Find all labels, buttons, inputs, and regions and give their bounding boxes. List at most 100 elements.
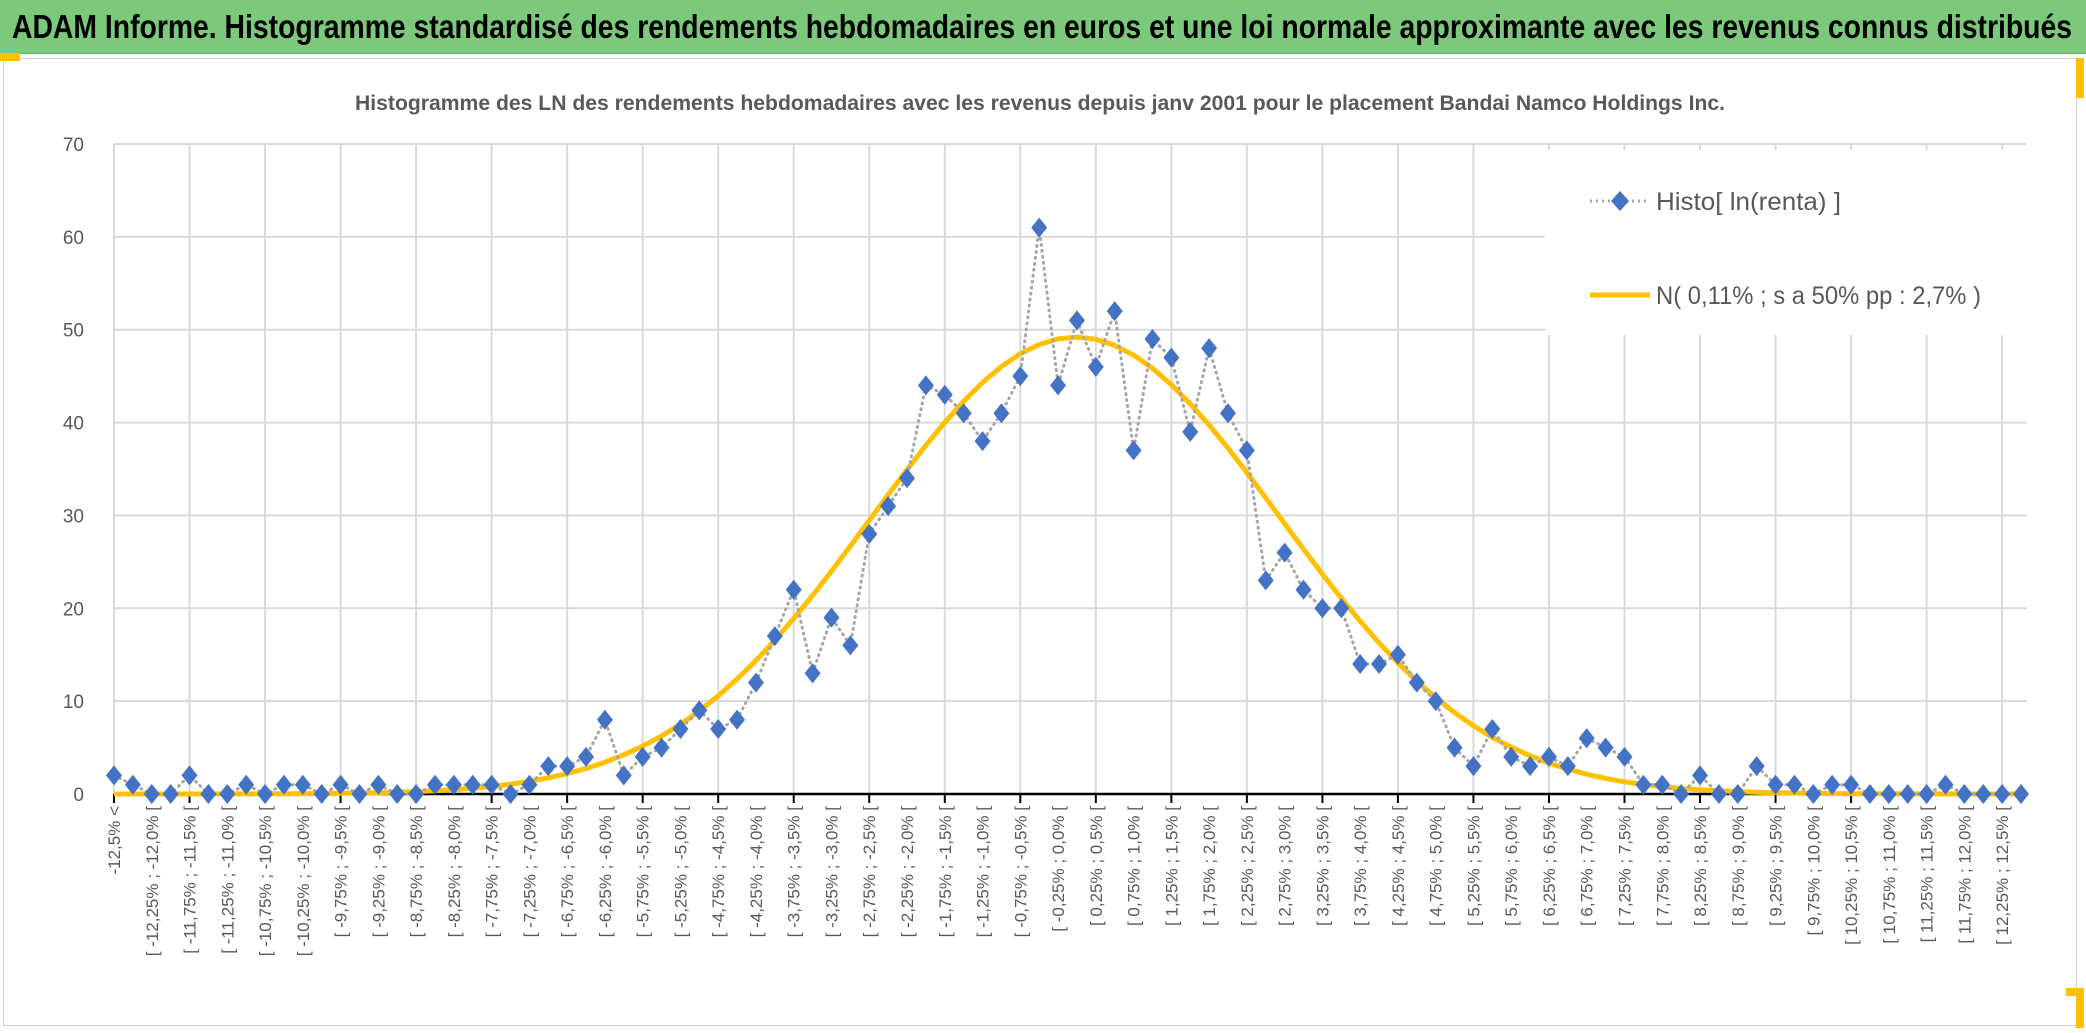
x-tick-label: [ -10,75% ; -10,5% [ <box>256 806 275 957</box>
y-tick-label: 50 <box>63 321 84 342</box>
histo-point <box>1427 691 1444 712</box>
histo-point <box>842 635 859 656</box>
histo-point <box>313 784 330 804</box>
histo-point <box>1371 654 1388 674</box>
x-tick-label: [ -0,25% ; 0,0% [ <box>1049 806 1068 932</box>
chart-title: Histogramme des LN des rendements hebdom… <box>355 92 1725 115</box>
histo-point <box>1012 366 1029 387</box>
report-title: ADAM Informe. Histogramme standardisé de… <box>12 8 2072 45</box>
x-tick-label: [ -11,25% ; -11,0% [ <box>218 806 237 954</box>
x-tick-label: [ 8,25% ; 8,5% [ <box>1691 806 1710 926</box>
histo-point <box>936 384 953 405</box>
histo-point <box>1163 347 1180 368</box>
histo-point <box>200 784 217 804</box>
histo-point <box>1540 746 1557 767</box>
histo-point <box>766 626 783 647</box>
histo-point <box>1050 375 1067 396</box>
histo-point <box>1937 774 1954 795</box>
x-tick-label: [ 9,25% ; 9,5% [ <box>1767 806 1786 926</box>
histo-point <box>1975 784 1992 804</box>
histo-point <box>521 774 538 795</box>
histo-point <box>1824 774 1841 795</box>
histo-point <box>1333 598 1350 619</box>
histo-point <box>1295 579 1312 600</box>
histo-point <box>351 784 368 804</box>
histo-point <box>974 431 991 452</box>
x-tick-label: [ -2,75% ; -2,5% [ <box>860 806 879 938</box>
histo-point <box>559 756 576 777</box>
x-tick-label: [ 7,25% ; 7,5% [ <box>1615 806 1634 926</box>
x-tick-label: [ 8,75% ; 9,0% [ <box>1729 806 1748 926</box>
histo-point <box>1446 737 1463 758</box>
histo-point <box>1767 774 1784 795</box>
histo-point <box>899 468 916 489</box>
x-tick-label: [ -1,75% ; -1,5% [ <box>936 806 955 938</box>
x-tick-label: [ 9,75% ; 10,0% [ <box>1804 806 1823 936</box>
histo-point <box>1843 774 1860 795</box>
histo-point <box>1408 672 1425 693</box>
histo-point <box>1182 421 1199 442</box>
x-tick-label: [ -7,75% ; -7,5% [ <box>483 806 502 938</box>
x-tick-label: [ -12,25% ; -12,0% [ <box>143 806 162 957</box>
x-tick-label: [ -6,25% ; -6,0% [ <box>596 806 615 938</box>
histo-point <box>1465 756 1482 777</box>
histo-point <box>370 774 387 795</box>
x-tick-label: [ -3,75% ; -3,5% [ <box>785 806 804 938</box>
x-tick-label: [ -6,75% ; -6,5% [ <box>558 806 577 938</box>
x-tick-label: [ 10,25% ; 10,5% [ <box>1842 806 1861 945</box>
x-tick-label: [ 10,75% ; 11,0% [ <box>1880 806 1899 944</box>
x-tick-label: [ -4,25% ; -4,0% [ <box>747 806 766 938</box>
x-tick-label: [ -5,25% ; -5,0% [ <box>671 806 690 938</box>
histo-point <box>1616 746 1633 767</box>
legend: Histo[ ln(renta) ] N( 0,11% ; s a 50% pp… <box>1545 150 2045 335</box>
y-tick-label: 70 <box>63 135 84 156</box>
x-tick-label: [ 5,25% ; 5,5% [ <box>1464 806 1483 926</box>
x-tick-label: [ -7,25% ; -7,0% [ <box>520 806 539 938</box>
histo-point <box>1748 756 1765 777</box>
histo-point <box>162 784 179 804</box>
x-tick-label: [ 6,75% ; 7,0% [ <box>1578 806 1597 926</box>
histo-point <box>257 784 274 804</box>
histo-point <box>1710 784 1727 804</box>
x-tick-label: [ -9,25% ; -9,0% [ <box>369 806 388 938</box>
histo-point <box>502 784 519 804</box>
x-tick-label: [ 1,25% ; 1,5% [ <box>1162 806 1181 926</box>
x-tick-label: [ 12,25% ; 12,5% [ <box>1993 806 2012 945</box>
x-tick-label: [ -0,75% ; -0,5% [ <box>1011 806 1030 938</box>
histo-point <box>1805 784 1822 804</box>
histo-point <box>181 765 198 786</box>
legend-box <box>1545 150 2045 335</box>
histo-point <box>332 774 349 795</box>
x-tick-label: [ -3,25% ; -3,0% [ <box>822 806 841 938</box>
corner-handle <box>2066 988 2084 996</box>
histo-point <box>917 375 934 396</box>
histo-point <box>445 774 462 795</box>
x-tick-label: [ -4,75% ; -4,5% [ <box>709 806 728 938</box>
histo-point <box>294 774 311 795</box>
histo-point <box>1314 598 1331 619</box>
histo-point <box>804 663 821 684</box>
x-tick-label: [ 7,75% ; 8,0% [ <box>1653 806 1672 926</box>
y-tick-label: 30 <box>63 506 84 527</box>
y-tick-label: 60 <box>63 228 84 249</box>
x-tick-label: [ -9,75% ; -9,5% [ <box>332 806 351 938</box>
histo-point <box>1219 403 1236 424</box>
histo-point <box>1597 737 1614 758</box>
histo-point <box>1144 329 1161 349</box>
histo-point <box>578 746 595 767</box>
histo-point <box>1578 728 1595 749</box>
histo-point <box>1654 774 1671 795</box>
corner-handle <box>2076 58 2084 98</box>
histo-point <box>653 737 670 758</box>
legend-diamond-icon <box>1611 191 1629 211</box>
histo-point <box>1484 719 1501 739</box>
histo-point <box>1692 765 1709 786</box>
x-tick-label: [ -5,75% ; -5,5% [ <box>634 806 653 938</box>
histo-point <box>540 756 557 777</box>
histo-point <box>1522 756 1539 777</box>
histo-point <box>747 672 764 693</box>
histo-point <box>1201 338 1218 359</box>
histo-point <box>1956 784 1973 804</box>
histo-point <box>823 607 840 628</box>
